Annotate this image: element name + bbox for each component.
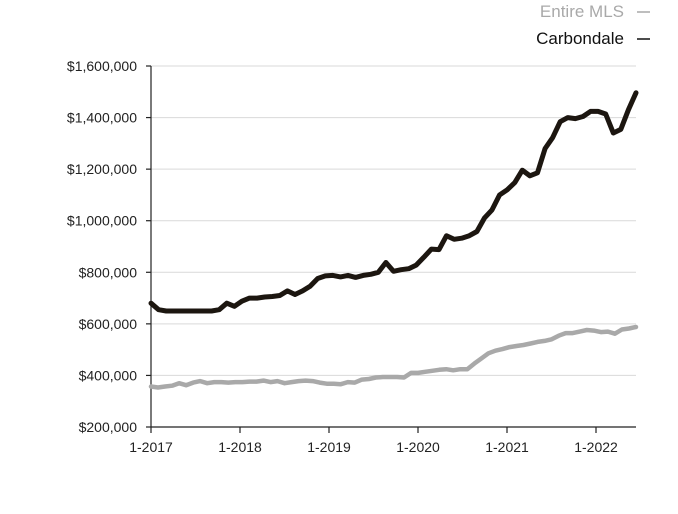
gridlines	[151, 65, 636, 376]
series-lines	[148, 90, 639, 390]
x-tick-label: 1-2021	[485, 439, 529, 455]
series-line-entire-mls	[148, 324, 639, 390]
y-tick-label: $1,600,000	[67, 58, 137, 74]
x-tick-label: 1-2017	[129, 439, 173, 455]
legend-entry-carbondale: Carbondale	[536, 29, 650, 48]
y-tick-label: $1,400,000	[67, 110, 137, 126]
y-tick-label: $400,000	[79, 367, 138, 383]
legend-label-entire-mls: Entire MLS	[540, 2, 624, 21]
legend-label-carbondale: Carbondale	[536, 29, 624, 48]
series-line-carbondale	[148, 90, 639, 314]
x-tick-label: 1-2020	[396, 439, 440, 455]
x-tick-label: 1-2019	[307, 439, 351, 455]
x-tick-label: 1-2018	[218, 439, 262, 455]
y-tick-label: $800,000	[79, 264, 138, 280]
y-tick-label: $1,000,000	[67, 213, 137, 229]
legend-entry-entire-mls: Entire MLS	[540, 2, 650, 21]
x-tick-label: 1-2022	[574, 439, 618, 455]
y-axis-ticks: $200,000 $400,000 $600,000 $800,000 $1,000,0…	[67, 58, 151, 435]
y-tick-label: $200,000	[79, 419, 138, 435]
y-tick-label: $600,000	[79, 316, 138, 332]
legend: Entire MLS Carbondale	[536, 2, 650, 48]
y-tick-label: $1,200,000	[67, 161, 137, 177]
x-axis-ticks: 1-2017 1-2018 1-2019 1-2020 1-2021 1-2022	[129, 427, 618, 455]
